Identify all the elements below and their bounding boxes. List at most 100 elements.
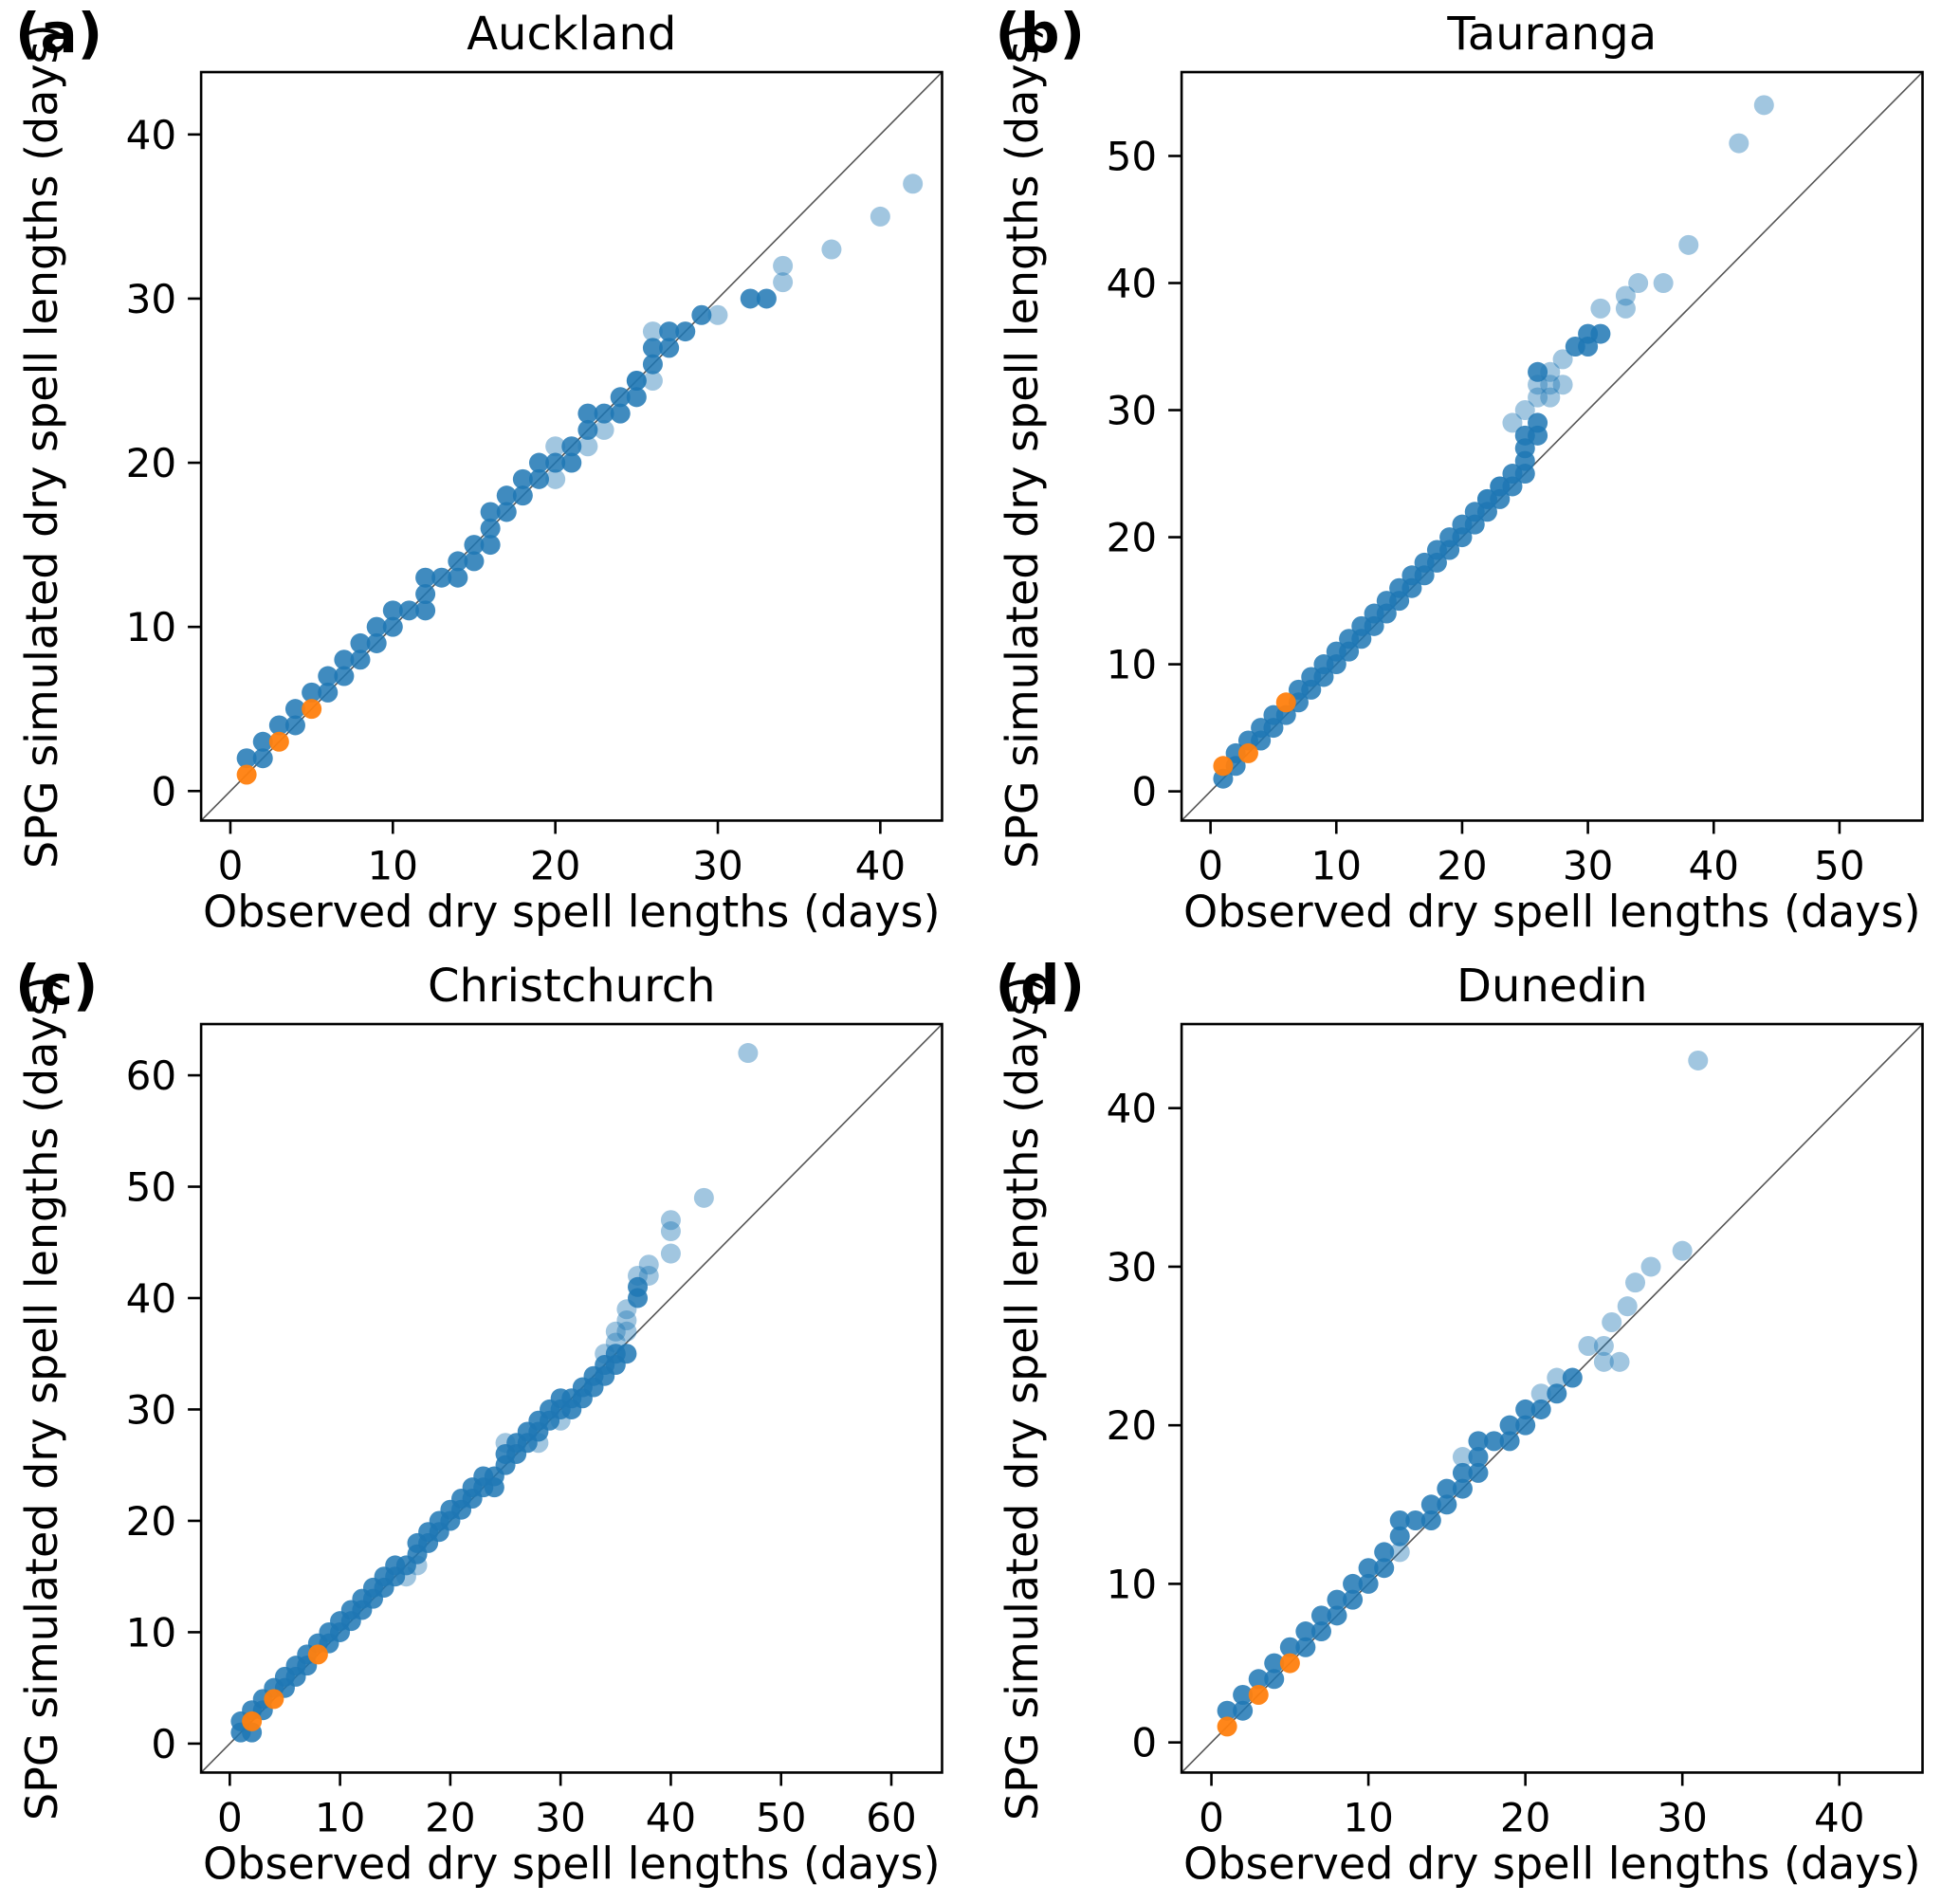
data-point — [1530, 1382, 1551, 1403]
x-tick-label: 30 — [692, 842, 742, 888]
y-axis-label: SPG simulated dry spell lengths (days) — [997, 24, 1048, 869]
data-point — [660, 1220, 681, 1241]
data-point — [464, 551, 485, 572]
x-tick-label: 30 — [535, 1794, 585, 1840]
data-point — [773, 255, 794, 276]
data-point — [1237, 742, 1258, 763]
data-point — [236, 764, 257, 785]
data-point — [1404, 1510, 1425, 1530]
x-tick-label: 20 — [425, 1794, 475, 1840]
x-axis-label: Observed dry spell lengths (days) — [203, 886, 940, 937]
data-point — [1552, 349, 1573, 370]
data-point — [480, 502, 501, 522]
quantiles-highlighted-group — [1212, 692, 1296, 777]
data-point — [1593, 1335, 1614, 1356]
quantiles-dense-group — [1217, 1367, 1583, 1721]
data-point — [740, 288, 760, 309]
data-point — [1617, 1295, 1638, 1316]
x-tick-label: 10 — [368, 842, 418, 888]
data-point — [610, 403, 631, 424]
quantiles-sparse-group — [545, 174, 924, 489]
data-point — [1420, 1493, 1441, 1514]
scatter-plot-tauranga: 0 10 20 30 40 50 0 10 20 30 40 50 Tauranga Observed d… — [997, 8, 1924, 937]
data-point — [1624, 1272, 1645, 1292]
data-point — [448, 551, 468, 572]
plot-title: Christchurch — [428, 960, 716, 1013]
data-point — [545, 452, 566, 473]
data-point — [350, 632, 371, 653]
data-point — [1436, 1478, 1456, 1499]
x-tick-label: 40 — [1688, 842, 1738, 888]
data-point — [1310, 1604, 1331, 1625]
y-tick-label: 0 — [1131, 1719, 1157, 1766]
data-point — [1609, 1351, 1630, 1372]
data-point — [1248, 1668, 1269, 1689]
data-point — [626, 387, 647, 408]
data-point — [738, 1042, 759, 1063]
data-point — [382, 616, 403, 637]
axes-box — [1180, 70, 1924, 822]
quantiles-highlighted-group — [242, 1643, 328, 1731]
x-tick-label: 10 — [315, 1794, 365, 1840]
quantiles-sparse-group — [1389, 1050, 1708, 1562]
data-point — [1373, 1541, 1394, 1562]
y-tick-label: 50 — [1106, 134, 1156, 180]
data-point — [616, 1321, 637, 1342]
data-point — [1358, 1573, 1379, 1594]
data-point — [1577, 1335, 1598, 1356]
y-axis-ticks: 0 10 20 30 40 — [126, 112, 202, 814]
data-point — [675, 321, 696, 342]
axes-box — [199, 70, 943, 822]
data-point — [605, 1321, 626, 1342]
x-tick-label: 10 — [1343, 1794, 1393, 1840]
quantiles-highlighted-group — [236, 699, 322, 785]
y-axis-ticks: 0 10 20 30 40 — [1106, 1085, 1181, 1766]
x-tick-label: 40 — [855, 842, 906, 888]
data-point — [545, 436, 566, 457]
y-tick-label: 60 — [126, 1052, 176, 1099]
plot-title: Tauranga — [1446, 8, 1657, 61]
x-tick-label: 20 — [1437, 842, 1487, 888]
data-point — [1279, 1637, 1300, 1657]
x-tick-label: 0 — [218, 842, 244, 888]
data-point — [366, 616, 387, 637]
data-point — [1483, 1430, 1504, 1451]
data-point — [1514, 1399, 1535, 1419]
data-point — [264, 1688, 284, 1709]
axes-box — [1180, 1022, 1924, 1774]
data-point — [415, 567, 436, 588]
data-point — [464, 535, 485, 556]
y-axis-ticks: 0 10 20 30 40 50 60 — [126, 1052, 202, 1766]
data-point — [1527, 387, 1548, 408]
data-point — [693, 1187, 714, 1208]
scatter-plot-auckland: 0 10 20 30 40 0 10 20 30 40 Auckland Observed dry s… — [16, 8, 943, 937]
data-point — [528, 452, 549, 473]
x-tick-label: 50 — [1814, 842, 1864, 888]
data-point — [594, 419, 614, 440]
data-point — [1212, 756, 1233, 777]
data-point — [382, 600, 403, 621]
x-axis-label: Observed dry spell lengths (days) — [1183, 886, 1920, 937]
data-point — [1593, 1351, 1614, 1372]
y-axis-label: SPG simulated dry spell lengths (days) — [16, 976, 67, 1821]
x-tick-label: 10 — [1310, 842, 1361, 888]
data-point — [334, 666, 355, 686]
data-point — [1467, 1430, 1488, 1451]
data-point — [1589, 323, 1610, 344]
data-point — [268, 731, 289, 752]
y-tick-label: 30 — [126, 276, 176, 322]
data-point — [870, 206, 890, 227]
y-tick-label: 10 — [1106, 642, 1156, 688]
data-point — [1539, 375, 1560, 395]
y-tick-label: 0 — [151, 768, 176, 814]
y-tick-label: 20 — [1106, 1402, 1156, 1449]
data-point — [284, 715, 305, 736]
data-point — [448, 567, 468, 588]
data-point — [415, 584, 436, 605]
data-point — [1294, 1637, 1315, 1657]
y-tick-label: 50 — [126, 1163, 176, 1210]
y-tick-label: 30 — [126, 1386, 176, 1433]
y-tick-label: 20 — [1106, 515, 1156, 561]
data-point — [1589, 298, 1610, 319]
